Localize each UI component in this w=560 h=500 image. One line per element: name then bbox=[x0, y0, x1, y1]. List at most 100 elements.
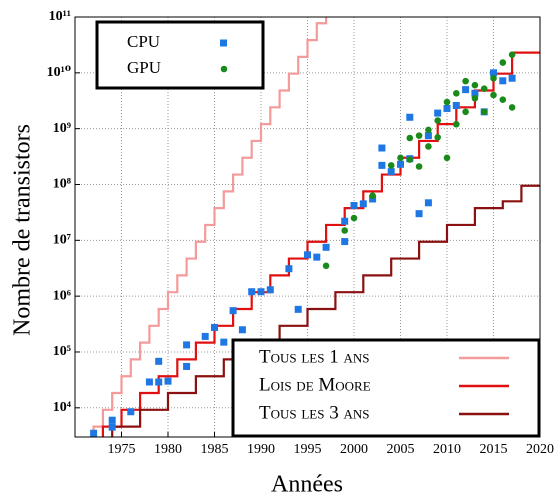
gpu-point bbox=[480, 108, 488, 116]
gpu-point bbox=[369, 192, 376, 199]
gpu-point bbox=[490, 74, 497, 82]
y-tick-label: 10⁶ bbox=[53, 288, 71, 303]
y-tick-label: 10⁸ bbox=[53, 177, 71, 192]
gpu-point bbox=[406, 156, 414, 163]
cpu-point bbox=[406, 113, 414, 121]
gpu-point bbox=[406, 134, 414, 142]
cpu-point bbox=[452, 101, 460, 109]
cpu-point bbox=[415, 210, 423, 218]
x-tick-label: 1995 bbox=[294, 442, 322, 457]
gpu-point bbox=[480, 85, 488, 92]
y-tick-label: 10¹⁰ bbox=[47, 65, 71, 80]
cpu-point bbox=[434, 109, 442, 117]
cpu-point bbox=[145, 378, 153, 386]
cpu-point bbox=[108, 416, 116, 424]
cpu-point bbox=[108, 423, 116, 431]
legend-label: Lois de Moore bbox=[259, 374, 371, 395]
gpu-point bbox=[462, 77, 469, 85]
gpu-point bbox=[434, 117, 442, 124]
cpu-point bbox=[201, 332, 209, 340]
y-tick-label: 10⁹ bbox=[53, 121, 71, 136]
y-axis-label: Nombre de transistors bbox=[10, 124, 36, 336]
cpu-point bbox=[238, 326, 246, 334]
gpu-point bbox=[425, 126, 432, 134]
cpu-point bbox=[471, 89, 479, 97]
legend-box bbox=[95, 20, 265, 90]
cpu-point bbox=[341, 217, 349, 225]
cpu-point bbox=[462, 86, 470, 94]
x-tick-label: 2000 bbox=[340, 442, 368, 457]
gpu-point bbox=[397, 154, 404, 162]
gpu-point bbox=[443, 154, 451, 162]
gpu-point bbox=[508, 104, 516, 111]
ticks: 1975 1980 1985 1990 1995 2000 2005 2010 2015 2020… bbox=[47, 9, 554, 457]
gpu-point bbox=[415, 132, 423, 139]
cpu-point bbox=[285, 265, 293, 273]
cpu-point bbox=[257, 288, 265, 296]
cpu-point bbox=[508, 74, 516, 82]
cpu-point bbox=[443, 104, 451, 112]
cpu-point bbox=[424, 199, 432, 207]
cpu-point bbox=[341, 238, 349, 246]
step-line bbox=[92, 17, 328, 437]
x-tick-label: 1980 bbox=[154, 442, 182, 457]
gpu-point bbox=[471, 94, 479, 102]
x-tick-label: 1975 bbox=[108, 442, 136, 457]
cpu-point bbox=[229, 307, 237, 315]
cpu-point bbox=[378, 144, 386, 152]
points bbox=[81, 51, 516, 447]
cpu-point bbox=[90, 429, 98, 437]
gpu-point bbox=[443, 98, 451, 106]
gpu-point bbox=[350, 214, 358, 222]
legend-label: Tous les 1 ans bbox=[259, 346, 369, 367]
cpu-point bbox=[248, 288, 256, 296]
y-tick-label: 10¹¹ bbox=[49, 9, 71, 24]
legend-label: GPU bbox=[127, 58, 161, 77]
cpu-point bbox=[155, 357, 163, 365]
x-tick-label: 2020 bbox=[526, 442, 554, 457]
x-tick-label: 2015 bbox=[480, 442, 508, 457]
cpu-point bbox=[424, 132, 432, 140]
gpu-point bbox=[425, 143, 432, 150]
gpu-point bbox=[490, 91, 497, 99]
gpu-point bbox=[453, 120, 460, 128]
cpu-point bbox=[81, 440, 88, 447]
x-tick-label: 2005 bbox=[387, 442, 415, 457]
gpu-point bbox=[462, 108, 469, 116]
x-tick-label: 2010 bbox=[433, 442, 461, 457]
cpu-point bbox=[490, 69, 497, 77]
x-tick-label: 1985 bbox=[201, 442, 229, 457]
gpu-point bbox=[341, 227, 349, 234]
legend-marker bbox=[220, 39, 227, 47]
cpu-point bbox=[359, 200, 367, 208]
x-axis-label: Années bbox=[271, 472, 343, 498]
cpu-point bbox=[155, 378, 163, 386]
cpu-point bbox=[499, 77, 507, 85]
gpu-point bbox=[387, 162, 395, 169]
cpu-point bbox=[211, 323, 218, 331]
y-tick-label: 10⁵ bbox=[53, 344, 71, 359]
legends: CPU GPU Tous les 1 ans Lois de Moore Tous le… bbox=[95, 20, 541, 438]
gpu-point bbox=[415, 163, 423, 170]
cpu-point bbox=[387, 168, 395, 176]
step-line bbox=[111, 184, 540, 437]
cpu-point bbox=[397, 160, 404, 168]
x-tick-label: 1990 bbox=[247, 442, 275, 457]
cpu-point bbox=[350, 202, 358, 210]
cpu-point bbox=[183, 341, 191, 349]
legend-label: Tous les 3 ans bbox=[259, 402, 369, 423]
gpu-point bbox=[499, 59, 507, 66]
cpu-point bbox=[304, 251, 311, 259]
cpu-point bbox=[164, 377, 172, 385]
cpu-point bbox=[220, 338, 228, 346]
cpu-point bbox=[183, 362, 191, 370]
y-tick-label: 10⁷ bbox=[53, 233, 71, 248]
cpu-point bbox=[294, 305, 302, 313]
gpu-point bbox=[453, 89, 460, 97]
gpu-point bbox=[499, 96, 507, 104]
cpu-point bbox=[127, 408, 135, 416]
cpu-point bbox=[266, 286, 274, 294]
legend-box bbox=[231, 338, 541, 438]
cpu-point bbox=[322, 243, 330, 251]
